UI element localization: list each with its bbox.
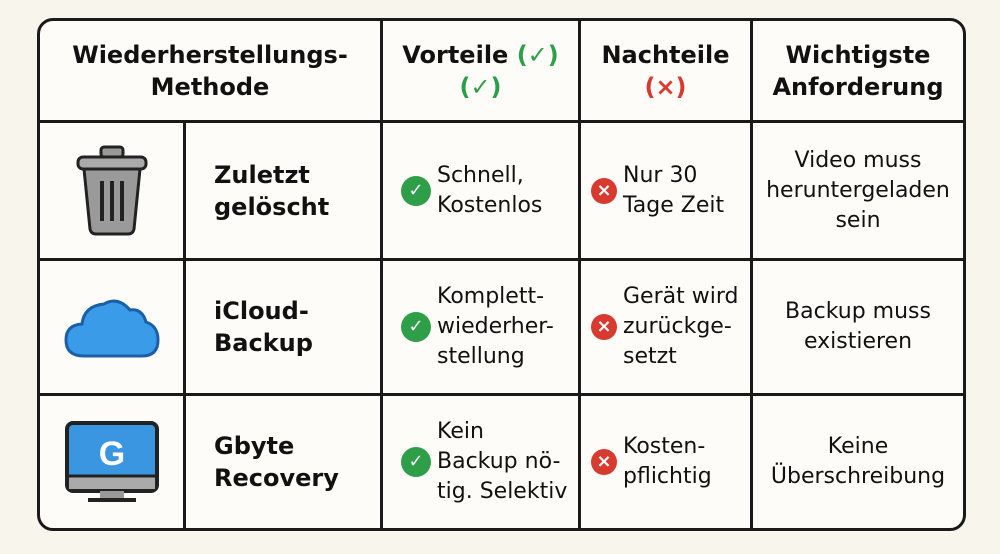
req-line: Video muss	[794, 147, 922, 173]
divider	[40, 120, 963, 123]
requirement-cell: Backup muss existieren	[753, 261, 963, 393]
requirement-cell: Video muss heruntergeladen sein	[753, 123, 963, 258]
req-line: Überschreibung	[770, 464, 946, 489]
cross-icon: ×	[591, 314, 617, 340]
comparison-table: Wiederherstellungs- Methode Vorteile (✓) (…	[37, 18, 966, 531]
header-text: Wichtigste	[785, 40, 931, 69]
name-line: Zuletzt	[214, 160, 310, 189]
check-mark: (✓)	[459, 72, 502, 101]
req-line: Backup muss	[785, 299, 931, 324]
cons-line: pflichtig	[623, 464, 712, 489]
header-requirement: Wichtigste Anforderung	[753, 21, 963, 120]
divider	[380, 21, 383, 528]
pros-line: tig. Selektiv	[437, 479, 568, 504]
name-line: Backup	[214, 329, 313, 357]
pros-cell: ✓ Komplett-wiederher-stellung	[383, 261, 578, 393]
req-line: existieren	[803, 329, 913, 354]
cross-icon: ×	[591, 449, 617, 475]
pros-line: stellung	[437, 344, 525, 369]
name-line: iCloud-	[214, 297, 309, 325]
cons-cell: × Kosten-pflichtig	[581, 396, 750, 528]
header-text: Methode	[150, 72, 270, 101]
check-mark: (✓)	[516, 40, 559, 69]
monitor-icon: G	[40, 396, 183, 528]
req-line: Keine	[827, 434, 889, 459]
header-text: Wiederherstellungs-	[72, 40, 348, 69]
name-line: Gbyte	[214, 432, 295, 460]
pros-line: Schnell,	[437, 162, 524, 188]
cons-line: setzt	[623, 344, 677, 369]
divider	[578, 21, 581, 528]
header-cons: Nachteile (×)	[581, 21, 750, 120]
method-name: iCloud- Backup	[186, 261, 380, 393]
header-text: Anforderung	[772, 72, 944, 101]
divider	[40, 258, 963, 261]
name-line: gelöscht	[214, 192, 330, 221]
check-icon: ✓	[401, 312, 431, 342]
method-name: Gbyte Recovery	[186, 396, 380, 528]
header-text: Vorteile	[402, 40, 509, 69]
divider	[750, 21, 753, 528]
pros-line: Kein	[437, 419, 484, 444]
divider	[183, 121, 186, 528]
check-icon: ✓	[401, 175, 431, 206]
header-text: Nachteile	[601, 40, 730, 69]
header-pros: Vorteile (✓) (✓)	[383, 21, 578, 120]
cons-cell: × Gerät wird zurückge-setzt	[581, 261, 750, 393]
cons-cell: × Nur 30 Tage Zeit	[581, 123, 750, 258]
divider	[40, 393, 963, 396]
trash-icon	[40, 123, 183, 258]
pros-line: Backup nö-	[437, 449, 561, 474]
pros-line: wiederher-	[437, 314, 554, 339]
pros-cell: ✓ Kein Backup nö-tig. Selektiv	[383, 396, 578, 528]
req-line: heruntergeladen	[766, 177, 950, 203]
requirement-cell: Keine Überschreibung	[753, 396, 963, 528]
name-line: Recovery	[214, 464, 339, 492]
pros-cell: ✓ Schnell, Kostenlos	[383, 123, 578, 258]
cons-line: zurückge-	[623, 314, 732, 339]
method-name: Zuletzt gelöscht	[186, 123, 380, 258]
cross-icon: ×	[591, 177, 617, 204]
cons-line: Nur 30	[623, 162, 698, 188]
pros-line: Kostenlos	[437, 192, 543, 218]
cons-line: Gerät wird	[623, 284, 739, 309]
cross-mark: (×)	[644, 72, 687, 101]
cons-line: Tage Zeit	[623, 192, 725, 218]
icon-letter: G	[98, 435, 124, 473]
cloud-icon	[40, 261, 183, 393]
header-method: Wiederherstellungs- Methode	[40, 21, 380, 120]
cons-line: Kosten-	[623, 434, 706, 459]
pros-line: Komplett-	[437, 284, 545, 309]
check-icon: ✓	[401, 447, 431, 477]
req-line: sein	[835, 207, 881, 233]
